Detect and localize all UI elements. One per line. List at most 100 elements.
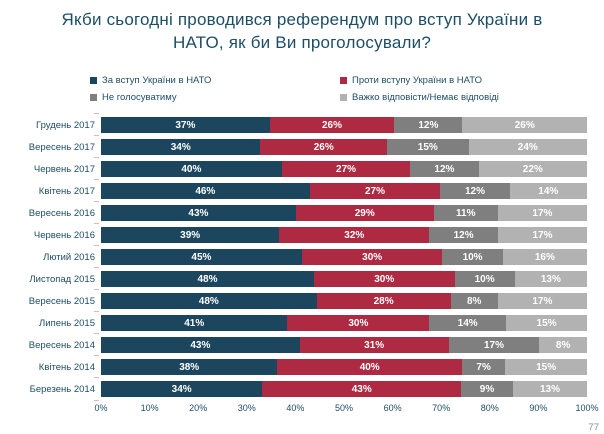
value-label: 29% [354, 207, 375, 219]
bar-segment-no-answer: 26% [462, 117, 587, 133]
value-label: 15% [536, 317, 557, 329]
bar-segment-wont-vote: 10% [442, 249, 503, 265]
bar-segment-against: 31% [299, 337, 449, 353]
legend-item: За вступ України в НАТО [90, 75, 340, 86]
value-label: 8% [555, 339, 571, 351]
value-label: 24% [517, 141, 538, 153]
chart-row: Квітень 2014 38% 40% 7% 15% [0, 355, 587, 375]
value-label: 10% [462, 251, 483, 263]
bar-segment-against: 26% [260, 139, 388, 155]
value-label: 26% [313, 141, 334, 153]
bar-segment-against: 27% [281, 161, 411, 177]
value-label: 16% [534, 251, 555, 263]
bar-segment-support: 41% [101, 315, 288, 331]
value-label: 26% [321, 119, 342, 131]
category-label: Листопад 2015 [29, 273, 95, 285]
bar-segment-support: 34% [101, 381, 263, 397]
value-label: 48% [197, 273, 218, 285]
legend-item: Не голосуватиму [90, 92, 340, 103]
bar-segment-no-answer: 13% [514, 271, 587, 287]
bar-segment-wont-vote: 14% [429, 315, 507, 331]
stacked-bar: 34% 43% 9% 13% [94, 377, 587, 397]
chart-row: Червень 2016 39% 32% 12% 17% [0, 223, 588, 243]
value-label: 38% [179, 361, 200, 373]
chart-row: Вересень 2017 34% 26% 15% 24% [0, 135, 587, 155]
value-label: 27% [336, 163, 357, 175]
value-label: 15% [417, 141, 438, 153]
x-axis-tick-label: 20% [189, 403, 208, 413]
value-label: 17% [532, 295, 553, 307]
category-label: Березень 2014 [29, 383, 95, 395]
category-label: Вересень 2017 [28, 141, 95, 153]
category-label: Лютий 2016 [43, 251, 95, 263]
x-axis-tick-label: 80% [480, 403, 499, 413]
bar-segment-no-answer: 8% [539, 337, 587, 353]
value-label: 30% [374, 273, 395, 285]
chart-row: Липень 2015 41% 30% 14% 15% [0, 311, 587, 331]
legend-label: Важко відповісти/Немає відповіді [352, 92, 499, 103]
bar-segment-wont-vote: 10% [454, 271, 515, 287]
value-label: 43% [190, 339, 211, 351]
chart-row: Червень 2017 40% 27% 12% 22% [0, 157, 587, 177]
bar-segment-against: 32% [279, 227, 430, 243]
bar-segment-support: 40% [101, 161, 282, 177]
chart-row: Березень 2014 34% 43% 9% 13% [0, 377, 587, 397]
value-label: 37% [175, 119, 196, 131]
page-number: 77 [588, 422, 599, 433]
value-label: 34% [171, 383, 192, 395]
value-label: 46% [195, 185, 216, 197]
bar-segment-wont-vote: 7% [462, 359, 506, 375]
x-axis-tick-label: 40% [286, 403, 305, 413]
value-label: 14% [457, 317, 478, 329]
value-label: 8% [466, 295, 482, 307]
value-label: 40% [181, 163, 202, 175]
chart-row: Квітень 2017 46% 27% 12% 14% [0, 179, 587, 199]
bar-segment-no-answer: 15% [506, 315, 587, 331]
stacked-bar: 43% 29% 11% 17% [94, 201, 587, 221]
stacked-bar: 43% 31% 17% 8% [94, 333, 587, 353]
legend-label: За вступ України в НАТО [102, 75, 212, 86]
bar-segment-against: 43% [262, 381, 462, 397]
bar-segment-no-answer: 17% [497, 293, 587, 309]
legend: За вступ України в НАТО Проти вступу Укра… [90, 75, 499, 103]
bar-segment-support: 34% [101, 139, 261, 155]
value-label: 12% [418, 119, 439, 131]
chart-row: Вересень 2015 48% 28% 8% 17% [0, 289, 587, 309]
legend-item: Проти вступу України в НАТО [340, 75, 499, 86]
value-label: 12% [434, 163, 455, 175]
value-label: 41% [184, 317, 205, 329]
bar-segment-support: 37% [101, 117, 270, 133]
x-axis-tick-label: 30% [237, 403, 256, 413]
value-label: 26% [514, 119, 535, 131]
bar-segment-against: 30% [287, 315, 430, 331]
category-label: Вересень 2014 [28, 339, 95, 351]
bar-segment-no-answer: 15% [505, 359, 587, 375]
value-label: 13% [540, 273, 561, 285]
value-label: 39% [180, 229, 201, 241]
chart-row: Лютий 2016 45% 30% 10% 16% [0, 245, 587, 265]
bar-segment-wont-vote: 11% [433, 205, 498, 221]
category-label: Квітень 2017 [38, 185, 95, 197]
bar-segment-wont-vote: 12% [394, 117, 463, 133]
value-label: 10% [474, 273, 495, 285]
x-axis-tick-label: 90% [529, 403, 548, 413]
value-label: 40% [359, 361, 380, 373]
legend-swatch [340, 77, 347, 84]
category-label: Вересень 2015 [28, 295, 95, 307]
bar-segment-wont-vote: 8% [450, 293, 498, 309]
category-label: Липень 2015 [39, 317, 95, 329]
chart-row: Грудень 2017 37% 26% 12% 26% [0, 113, 587, 133]
chart-title: Якби сьогодні проводився референдум про … [30, 9, 574, 55]
bar-segment-wont-vote: 12% [410, 161, 479, 177]
legend-swatch [340, 94, 347, 101]
stacked-bar: 38% 40% 7% 15% [94, 355, 587, 375]
value-label: 9% [479, 383, 495, 395]
category-label: Грудень 2017 [35, 119, 95, 131]
value-label: 17% [483, 339, 504, 351]
bar-segment-no-answer: 17% [497, 227, 588, 243]
stacked-bar: 34% 26% 15% 24% [94, 135, 587, 155]
bar-segment-no-answer: 24% [468, 139, 587, 155]
legend-label: Не голосуватиму [102, 92, 177, 103]
value-label: 12% [464, 185, 485, 197]
value-label: 7% [476, 361, 491, 373]
